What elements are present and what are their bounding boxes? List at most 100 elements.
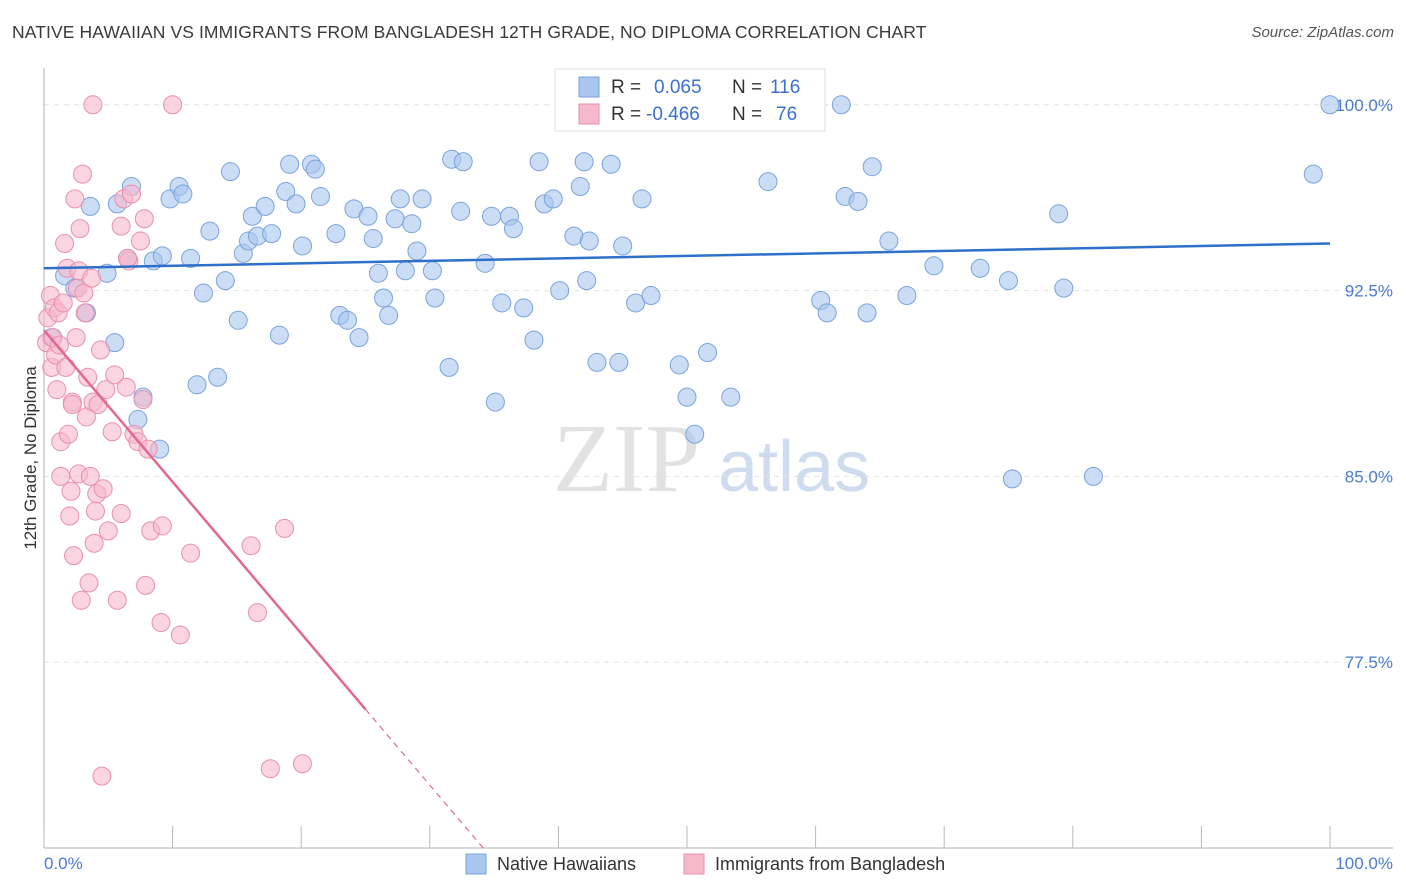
data-point-bangladesh: [49, 335, 69, 355]
data-point-native-hawaiian: [181, 248, 201, 268]
x-tick-label-min: 0.0%: [44, 854, 83, 873]
data-point-native-hawaiian: [349, 328, 369, 348]
data-point-bangladesh: [93, 479, 113, 499]
data-point-native-hawaiian: [228, 310, 248, 330]
x-ticks: [43, 826, 1331, 848]
data-point-native-hawaiian: [292, 236, 312, 256]
data-point-bangladesh: [138, 439, 158, 459]
data-point-native-hawaiian: [601, 154, 621, 174]
data-point-native-hawaiian: [305, 159, 325, 179]
data-point-native-hawaiian: [1049, 204, 1069, 224]
data-point-native-hawaiian: [439, 357, 459, 377]
data-point-native-hawaiian: [848, 191, 868, 211]
watermark-atlas: atlas: [718, 427, 870, 507]
y-tick-label: 92.5%: [1345, 282, 1393, 301]
data-point-native-hawaiian: [1320, 95, 1340, 115]
data-point-bangladesh: [73, 164, 93, 184]
data-point-bangladesh: [151, 613, 171, 633]
data-point-bangladesh: [152, 516, 172, 536]
data-point-bangladesh: [70, 219, 90, 239]
data-point-native-hawaiian: [924, 256, 944, 276]
data-point-native-hawaiian: [970, 258, 990, 278]
data-point-native-hawaiian: [280, 154, 300, 174]
data-point-native-hawaiian: [879, 231, 899, 251]
data-point-native-hawaiian: [152, 246, 172, 266]
data-point-native-hawaiian: [758, 172, 778, 192]
data-point-native-hawaiian: [422, 261, 442, 281]
data-point-bangladesh: [78, 367, 98, 387]
data-point-bangladesh: [61, 481, 81, 501]
data-point-native-hawaiian: [412, 189, 432, 209]
data-point-native-hawaiian: [626, 293, 646, 313]
data-point-bangladesh: [260, 759, 280, 779]
data-point-native-hawaiian: [862, 157, 882, 177]
data-point-bangladesh: [82, 268, 102, 288]
data-point-bangladesh: [163, 95, 183, 115]
watermark: ZIP atlas: [553, 405, 870, 513]
data-point-native-hawaiian: [425, 288, 445, 308]
data-point-native-hawaiian: [897, 286, 917, 306]
data-point-native-hawaiian: [514, 298, 534, 318]
data-point-native-hawaiian: [368, 263, 388, 283]
bottom-legend-label-pink: Immigrants from Bangladesh: [715, 854, 945, 874]
data-point-bangladesh: [170, 625, 190, 645]
data-point-bangladesh: [83, 95, 103, 115]
data-point-native-hawaiian: [187, 375, 207, 395]
data-point-bangladesh: [56, 357, 76, 377]
data-point-native-hawaiian: [1303, 164, 1323, 184]
data-point-native-hawaiian: [286, 194, 306, 214]
data-point-bangladesh: [91, 340, 111, 360]
legend-n-label-2: N =: [732, 104, 762, 125]
data-point-native-hawaiian: [269, 325, 289, 345]
legend-r-value-1: 0.065: [654, 77, 702, 98]
data-point-native-hawaiian: [374, 288, 394, 308]
data-point-native-hawaiian: [242, 206, 262, 226]
data-point-native-hawaiian: [632, 189, 652, 209]
data-point-native-hawaiian: [173, 184, 193, 204]
trend-line-native-hawaiians: [43, 242, 1331, 270]
legend-n-label-1: N =: [732, 77, 762, 98]
data-point-native-hawaiian: [669, 355, 689, 375]
trend-line-bangladesh: [43, 329, 367, 711]
legend-r-label-1: R =: [611, 77, 641, 98]
data-point-bangladesh: [60, 506, 80, 526]
bottom-legend-label-blue: Native Hawaiians: [497, 854, 636, 874]
data-point-native-hawaiian: [587, 352, 607, 372]
data-point-bangladesh: [92, 766, 112, 786]
data-point-bangladesh: [134, 209, 154, 229]
data-point-bangladesh: [55, 234, 75, 254]
data-point-native-hawaiian: [453, 152, 473, 172]
data-point-native-hawaiian: [492, 293, 512, 313]
grid: [44, 104, 1393, 663]
data-point-native-hawaiian: [208, 367, 228, 387]
legend-r-label-2: R =: [611, 104, 641, 125]
data-point-native-hawaiian: [220, 162, 240, 182]
data-point-native-hawaiian: [1083, 466, 1103, 486]
data-point-native-hawaiian: [390, 189, 410, 209]
data-point-native-hawaiian: [831, 95, 851, 115]
data-point-native-hawaiian: [276, 181, 296, 201]
series-legend: Native Hawaiians Immigrants from Banglad…: [465, 853, 945, 875]
chart-title: NATIVE HAWAIIAN VS IMMIGRANTS FROM BANGL…: [12, 22, 927, 42]
data-point-bangladesh: [133, 390, 153, 410]
y-tick-label: 100.0%: [1335, 96, 1393, 115]
data-point-bangladesh: [74, 283, 94, 303]
data-point-native-hawaiian: [1002, 469, 1022, 489]
data-point-bangladesh: [79, 573, 99, 593]
legend-swatch-blue: [578, 76, 600, 98]
data-point-bangladesh: [64, 546, 84, 566]
y-tick-labels: 77.5% 85.0% 92.5% 100.0%: [1335, 96, 1393, 672]
stats-legend-box: [554, 68, 826, 132]
data-point-native-hawaiian: [609, 352, 629, 372]
data-point-native-hawaiian: [817, 303, 837, 323]
data-point-native-hawaiian: [524, 330, 544, 350]
y-tick-label: 85.0%: [1345, 467, 1393, 486]
data-point-bangladesh: [136, 575, 156, 595]
data-point-bangladesh: [121, 184, 141, 204]
data-point-bangladesh: [53, 293, 73, 313]
x-tick-label-max: 100.0%: [1335, 854, 1393, 873]
legend-swatch-pink: [578, 103, 600, 125]
data-point-native-hawaiian: [385, 209, 405, 229]
data-point-native-hawaiian: [641, 286, 661, 306]
